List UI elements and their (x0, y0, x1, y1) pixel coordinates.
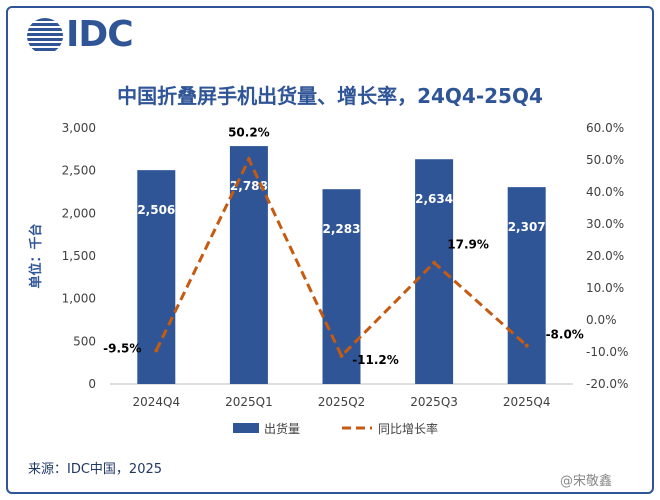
y2-tick-label: 20.0% (586, 249, 624, 263)
x-tick-label: 2024Q4 (132, 395, 180, 409)
line-data-label: 50.2% (228, 125, 270, 139)
line-point (339, 353, 344, 358)
chart-title: 中国折叠屏手机出货量、增长率，24Q4-25Q4 (117, 84, 543, 108)
line-point (246, 157, 251, 162)
y2-tick-label: 30.0% (586, 217, 624, 231)
x-tick-label: 2025Q4 (503, 395, 551, 409)
bar (322, 189, 361, 384)
idc-logo-text: IDC (66, 14, 134, 55)
y-tick-label: 0 (88, 377, 96, 391)
y2-tick-label: 40.0% (586, 185, 624, 199)
legend-line-label: 同比增长率 (378, 421, 438, 436)
bar-data-label: 2,634 (415, 192, 453, 206)
line-point (432, 260, 437, 265)
y2-tick-label: -10.0% (586, 345, 628, 359)
y2-tick-label: 50.0% (586, 153, 624, 167)
line-data-label: 17.9% (447, 238, 489, 252)
y-tick-label: 2,500 (62, 164, 96, 178)
y-tick-label: 1,000 (62, 292, 96, 306)
bar (415, 159, 454, 384)
y-tick-label: 3,000 (62, 121, 96, 135)
bar-data-label: 2,788 (230, 179, 268, 193)
idc-globe-icon (27, 18, 63, 51)
y-tick-label: 2,000 (62, 206, 96, 220)
x-tick-label: 2025Q2 (318, 395, 366, 409)
bar-data-label: 2,506 (137, 203, 175, 217)
bar (507, 187, 546, 384)
source-note: 来源：IDC中国，2025 (28, 462, 163, 477)
y2-tick-label: -20.0% (586, 377, 628, 391)
bar-data-label: 2,307 (508, 220, 546, 234)
line-point (154, 348, 159, 353)
y-axis-label: 单位：千台 (28, 223, 44, 288)
y2-tick-label: 60.0% (586, 121, 624, 135)
x-tick-label: 2025Q1 (225, 395, 273, 409)
bar-data-label: 2,283 (323, 222, 361, 236)
growth-line (154, 155, 528, 359)
legend-bar-label: 出货量 (264, 421, 300, 436)
x-tick-label: 2025Q3 (410, 395, 458, 409)
line-data-label: -11.2% (352, 353, 399, 367)
watermark: @宋敬鑫 (560, 474, 613, 489)
y-tick-label: 500 (73, 334, 96, 348)
line-data-label: -8.0% (546, 328, 584, 342)
legend-bar-swatch (233, 423, 259, 433)
y2-tick-label: 0.0% (586, 313, 617, 327)
y-tick-label: 1,500 (62, 249, 96, 263)
line-data-label: -9.5% (103, 341, 141, 355)
idc-logo (24, 16, 144, 56)
y2-tick-label: 10.0% (586, 281, 624, 295)
line-point (524, 343, 529, 348)
